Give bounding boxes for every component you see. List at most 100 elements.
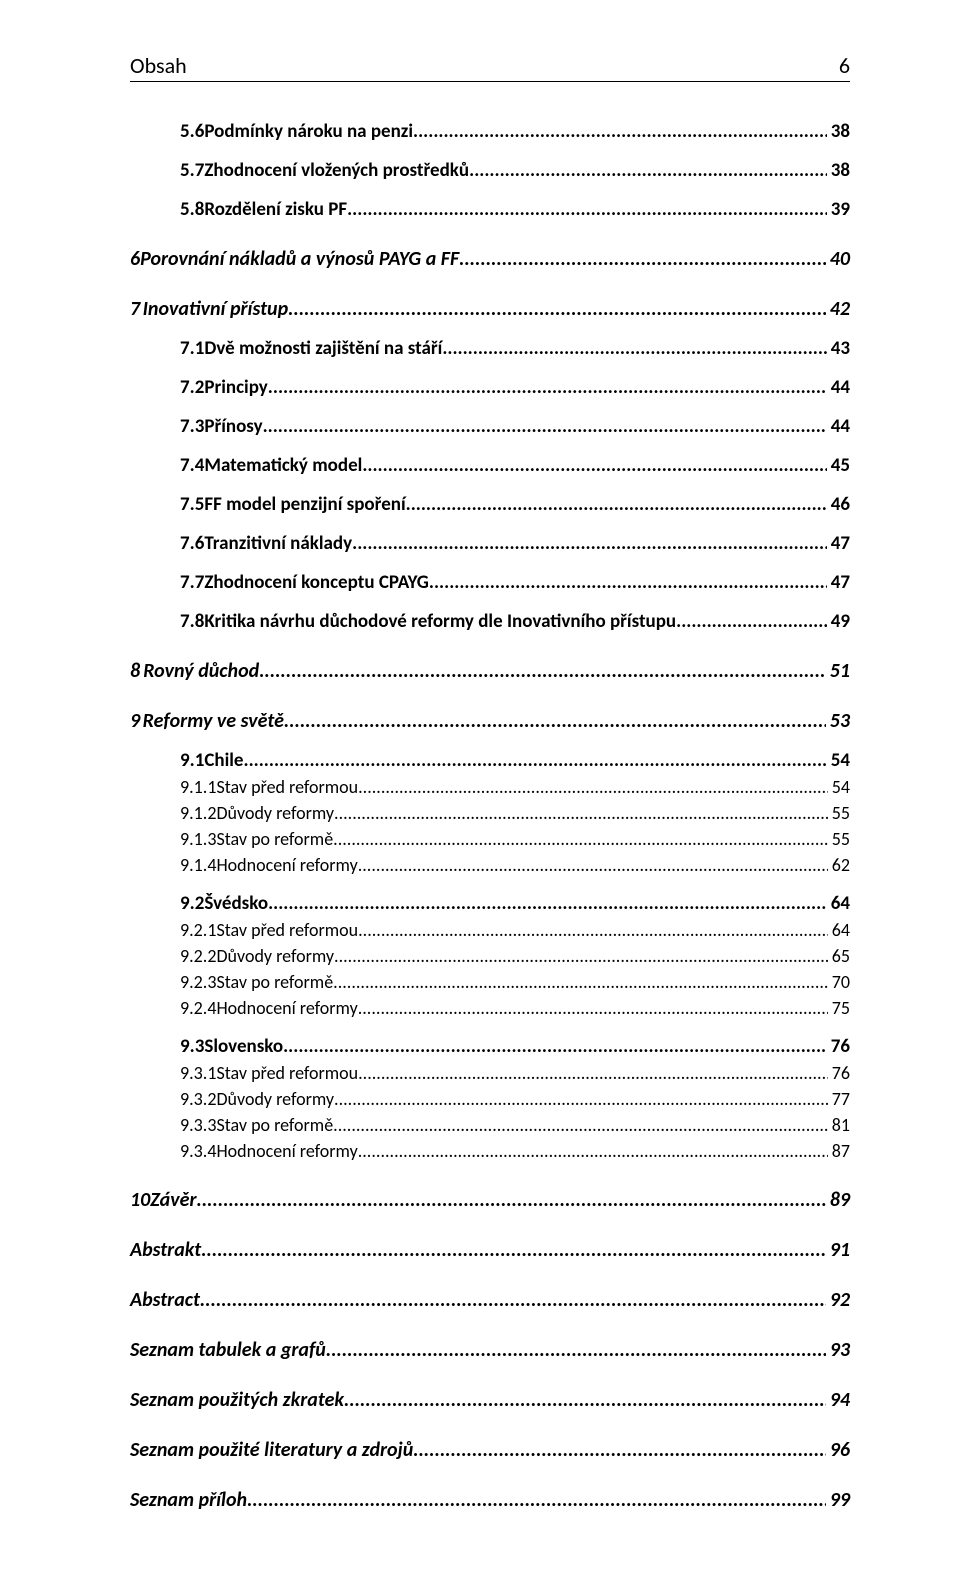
toc-entry: 9.3.4Hodnocení reformy .................… (130, 1140, 850, 1162)
toc-dot-leader: ........................................… (344, 1388, 826, 1412)
toc-entry-page: 51 (826, 659, 850, 683)
toc-entry: 7.1Dvě možnosti zajištění na stáří .....… (130, 337, 850, 360)
toc-entry-number: 9.3 (180, 1035, 204, 1058)
toc-entry-number: 9.3.1 (180, 1062, 216, 1084)
toc-entry-label: Hodnocení reformy (216, 997, 357, 1019)
toc-entry-label: Seznam tabulek a grafů (130, 1338, 326, 1362)
toc-entry-label: FF model penzijní spoření (204, 493, 405, 516)
toc-dot-leader: ........................................… (347, 198, 827, 221)
toc-entry-number: 9.1.1 (180, 776, 216, 798)
toc-entry: 9Reformy ve světě ......................… (130, 709, 850, 733)
toc-entry-number: 7.8 (180, 610, 204, 633)
toc-entry: 9.2.1Stav před reformou ................… (130, 919, 850, 941)
toc-entry: 9.3Slovensko ...........................… (130, 1035, 850, 1058)
toc-dot-leader: ........................................… (406, 493, 827, 516)
toc-entry-number: 5.7 (180, 159, 204, 182)
toc-entry-page: 54 (828, 776, 850, 798)
toc-entry-label: Zhodnocení konceptu CPAYG (204, 571, 429, 594)
toc-entry-label: Rozdělení zisku PF (204, 198, 347, 221)
toc-entry-label: Důvody reformy (216, 945, 334, 967)
toc-entry-label: Přínosy (204, 415, 262, 438)
toc-entry-page: 75 (828, 997, 850, 1019)
toc-entry: 7.7Zhodnocení konceptu CPAYG ...........… (130, 571, 850, 594)
toc-entry-label: Podmínky nároku na penzi (204, 120, 413, 143)
toc-entry-page: 64 (828, 919, 850, 941)
toc-entry: 5.7Zhodnocení vložených prostředků .....… (130, 159, 850, 182)
toc-entry: Seznam použité literatury a zdrojů .....… (130, 1438, 850, 1462)
toc-entry-page: 65 (828, 945, 850, 967)
toc-entry: 7Inovativní přístup ....................… (130, 297, 850, 321)
toc-dot-leader: ........................................… (358, 1140, 828, 1162)
toc-entry-label: Švédsko (204, 892, 268, 915)
toc-entry-number: 9.3.3 (180, 1114, 216, 1136)
toc-entry: Seznam příloh ..........................… (130, 1488, 850, 1512)
toc-entry: 7.8Kritika návrhu důchodové reformy dle … (130, 610, 850, 633)
toc-entry-page: 91 (826, 1238, 850, 1262)
toc-entry: 6Porovnání nákladů a výnosů PAYG a FF ..… (130, 247, 850, 271)
toc-dot-leader: ........................................… (459, 247, 826, 271)
toc-dot-leader: ........................................… (358, 776, 828, 798)
toc-entry-page: 38 (827, 159, 850, 182)
toc-dot-leader: ........................................… (413, 1438, 825, 1462)
toc-dot-leader: ........................................… (334, 802, 828, 824)
toc-entry-page: 89 (826, 1188, 850, 1212)
toc-entry-number: 9.3.4 (180, 1140, 216, 1162)
toc-dot-leader: ........................................… (283, 1035, 827, 1058)
toc-entry-page: 46 (827, 493, 850, 516)
toc-entry: 9.3.1Stav před reformou ................… (130, 1062, 850, 1084)
toc-entry-page: 77 (828, 1088, 850, 1110)
toc-dot-leader: ........................................… (333, 971, 828, 993)
toc-entry-page: 93 (826, 1338, 850, 1362)
toc-dot-leader: ........................................… (197, 1188, 826, 1212)
toc-entry-page: 92 (826, 1288, 850, 1312)
toc-entry-page: 49 (827, 610, 850, 633)
toc-entry: Abstrakt ...............................… (130, 1238, 850, 1262)
toc-entry-label: Seznam použité literatury a zdrojů (130, 1438, 413, 1462)
toc-entry-page: 94 (826, 1388, 850, 1412)
toc-entry: Abstract ...............................… (130, 1288, 850, 1312)
toc-dot-leader: ........................................… (268, 376, 827, 399)
toc-entry: 7.3Přínosy .............................… (130, 415, 850, 438)
toc-entry-number: 9.1.3 (180, 828, 216, 850)
toc-entry: 9.3.2Důvody reformy ....................… (130, 1088, 850, 1110)
toc-dot-leader: ........................................… (268, 892, 827, 915)
toc-entry-label: Stav před reformou (216, 919, 358, 941)
toc-entry: Seznam tabulek a grafů .................… (130, 1338, 850, 1362)
running-header-right: 6 (839, 52, 850, 79)
toc-entry-number: 7.3 (180, 415, 204, 438)
toc-entry-page: 64 (827, 892, 850, 915)
toc-dot-leader: ........................................… (284, 709, 826, 733)
toc-entry-number: 9.3.2 (180, 1088, 216, 1110)
table-of-contents: 5.6Podmínky nároku na penzi ............… (130, 120, 850, 1512)
toc-entry-label: Matematický model (204, 454, 362, 477)
toc-dot-leader: ........................................… (326, 1338, 826, 1362)
toc-entry-label: Reformy ve světě (143, 709, 284, 733)
toc-dot-leader: ........................................… (200, 1288, 826, 1312)
toc-entry-page: 96 (826, 1438, 850, 1462)
toc-entry-page: 45 (827, 454, 850, 477)
toc-dot-leader: ........................................… (358, 854, 828, 876)
toc-entry: 9.2.4Hodnocení reformy .................… (130, 997, 850, 1019)
toc-entry-page: 76 (827, 1035, 850, 1058)
toc-entry: Seznam použitých zkratek ...............… (130, 1388, 850, 1412)
toc-entry-page: 38 (827, 120, 850, 143)
toc-entry-page: 54 (827, 749, 850, 772)
running-header: Obsah 6 (130, 52, 850, 79)
toc-entry-page: 55 (828, 828, 850, 850)
toc-entry: 9.1.2Důvody reformy ....................… (130, 802, 850, 824)
toc-entry-page: 70 (828, 971, 850, 993)
toc-entry-number: 5.6 (180, 120, 204, 143)
toc-entry-label: Chile (204, 749, 243, 772)
toc-entry-page: 81 (828, 1114, 850, 1136)
toc-dot-leader: ........................................… (413, 120, 827, 143)
toc-entry-label: Zhodnocení vložených prostředků (204, 159, 469, 182)
toc-entry-label: Důvody reformy (216, 1088, 334, 1110)
toc-dot-leader: ........................................… (362, 454, 826, 477)
toc-entry-number: 9.1.2 (180, 802, 216, 824)
toc-entry-label: Tranzitivní náklady (204, 532, 352, 555)
toc-dot-leader: ........................................… (334, 945, 828, 967)
toc-entry-label: Kritika návrhu důchodové reformy dle Ino… (204, 610, 676, 633)
toc-entry-page: 47 (827, 532, 850, 555)
toc-dot-leader: ........................................… (429, 571, 827, 594)
toc-entry: 7.6Tranzitivní náklady .................… (130, 532, 850, 555)
